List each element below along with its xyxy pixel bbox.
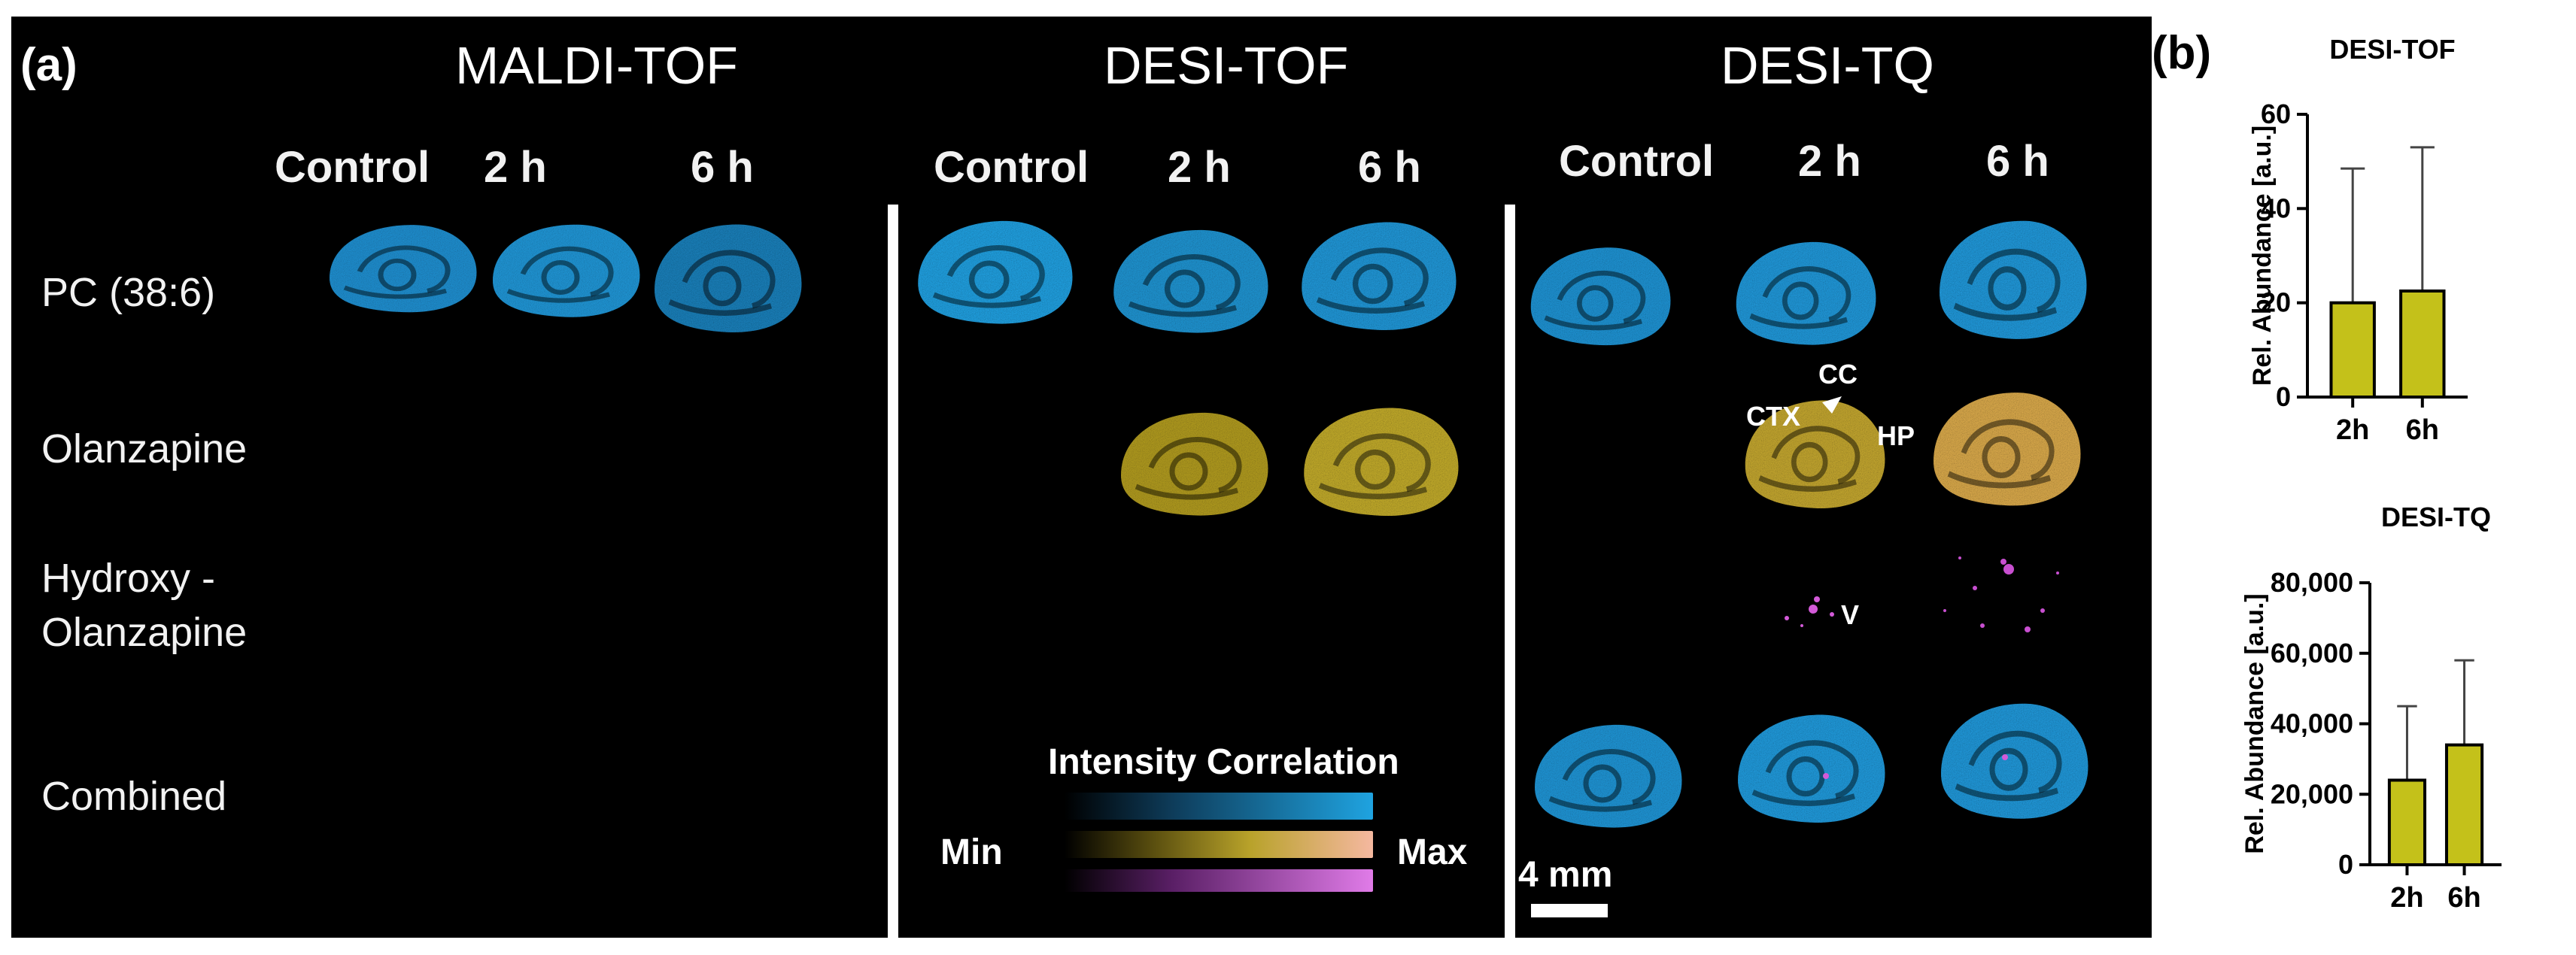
bar-1-0 bbox=[2387, 778, 2427, 866]
bar-0-1 bbox=[2399, 290, 2446, 399]
brain-desitq-2h bbox=[1736, 241, 1876, 345]
brain-desitq-olz-6h bbox=[1934, 393, 2081, 506]
row-label-pc: PC (38:6) bbox=[41, 270, 216, 315]
annotation-ctx: CTX bbox=[1746, 401, 1800, 432]
y-axis-label-1: Rel. Abundance [a.u.] bbox=[2240, 593, 2269, 853]
col-label-desitof-2h: 2 h bbox=[1168, 143, 1231, 192]
col-label-maldi-2h: 2 h bbox=[484, 143, 547, 192]
brain-desitq-control bbox=[1530, 247, 1671, 346]
row-label-olanzapine: Olanzapine bbox=[41, 426, 248, 471]
x-tick-label-1-0: 2h bbox=[2390, 882, 2423, 914]
col-label-maldi-control: Control bbox=[275, 143, 430, 192]
brain-combined-control bbox=[1535, 724, 1682, 828]
cc-arrow-icon bbox=[1822, 396, 1842, 414]
y-tick-label-1-3: 60,000 bbox=[2271, 638, 2353, 668]
y-tick-label-0-3: 60 bbox=[2261, 99, 2291, 129]
legend-title: Intensity Correlation bbox=[1048, 742, 1399, 782]
section-divider-2 bbox=[1505, 205, 1515, 938]
section-title-desi-tof: DESI-TOF bbox=[1104, 36, 1349, 95]
panel-a: (a) MALDI-TOF DESI-TOF DESI-TQ Control 2… bbox=[11, 17, 2152, 938]
brain-desitof-2h bbox=[1113, 229, 1268, 333]
section-title-desi-tq: DESI-TQ bbox=[1721, 36, 1934, 95]
bar-0-0 bbox=[2329, 301, 2376, 399]
x-tick-label-1-1: 6h bbox=[2447, 882, 2480, 914]
row-label-hydroxy-1: Hydroxy - bbox=[41, 556, 216, 601]
brain-images bbox=[330, 220, 2088, 828]
legend-bar-hydroxy bbox=[1065, 869, 1373, 892]
panel-a-label: (a) bbox=[20, 39, 77, 91]
brain-desitof-control bbox=[918, 220, 1073, 324]
x-tick-label-0-0: 2h bbox=[2336, 414, 2369, 446]
brain-desitof-olz-2h bbox=[1121, 412, 1268, 516]
y-tick-label-0-0: 0 bbox=[2276, 381, 2291, 412]
y-tick-label-1-1: 20,000 bbox=[2271, 778, 2353, 809]
y-tick-label-0-2: 40 bbox=[2261, 193, 2291, 223]
legend-bar-pc bbox=[1065, 793, 1373, 820]
brain-desitof-olz-6h bbox=[1304, 408, 1459, 516]
panel-b-label: (b) bbox=[2152, 27, 2212, 79]
annotation-cc: CC bbox=[1818, 359, 1858, 390]
row-label-hydroxy-2: Olanzapine bbox=[41, 610, 248, 655]
brain-desitq-6h bbox=[1940, 220, 2087, 339]
section-title-maldi-tof: MALDI-TOF bbox=[455, 36, 738, 95]
legend-min: Min bbox=[940, 832, 1003, 872]
col-label-desitq-6h: 6 h bbox=[1986, 137, 2049, 186]
legend-max: Max bbox=[1397, 832, 1468, 872]
brain-combined-6h bbox=[1941, 703, 2088, 819]
row-label-combined: Combined bbox=[41, 774, 227, 819]
y-tick-label-0-1: 20 bbox=[2261, 287, 2291, 318]
combined-hydroxy-dot-6h bbox=[2002, 754, 2008, 760]
scale-bar bbox=[1531, 904, 1608, 917]
combined-hydroxy-dot-2h bbox=[1823, 773, 1829, 779]
panel-b: (b) DESI-TOF Rel. Abundance [a.u.] 0 20 40 60… bbox=[2152, 0, 2576, 955]
legend-bar-olanzapine bbox=[1065, 831, 1373, 858]
col-label-maldi-6h: 6 h bbox=[691, 143, 754, 192]
chart-title-1: DESI-TQ bbox=[2381, 502, 2491, 532]
col-label-desitof-control: Control bbox=[934, 143, 1089, 192]
chart-title-0: DESI-TOF bbox=[2329, 34, 2455, 65]
x-tick-label-0-1: 6h bbox=[2406, 414, 2439, 446]
annotation-v: V bbox=[1841, 599, 1860, 630]
scale-bar-label: 4 mm bbox=[1518, 855, 1613, 895]
brain-desitof-6h bbox=[1302, 222, 1457, 330]
y-tick-label-1-4: 80,000 bbox=[2271, 567, 2353, 598]
bar-1-1 bbox=[2444, 743, 2484, 866]
brain-maldi-2h bbox=[493, 224, 640, 317]
col-label-desitq-control: Control bbox=[1559, 137, 1715, 186]
brain-maldi-6h bbox=[655, 224, 802, 332]
brain-maldi-control bbox=[330, 225, 477, 313]
hydroxy-signal-2h bbox=[1785, 596, 1834, 627]
section-divider-1 bbox=[888, 205, 898, 938]
y-tick-label-1-2: 40,000 bbox=[2271, 708, 2353, 739]
col-label-desitq-2h: 2 h bbox=[1798, 137, 1861, 186]
hydroxy-signal-6h bbox=[1943, 556, 2059, 632]
y-axis-label-0: Rel. Abundance [a.u.] bbox=[2248, 126, 2277, 386]
col-label-desitof-6h: 6 h bbox=[1358, 143, 1421, 192]
brain-combined-2h bbox=[1738, 714, 1885, 823]
y-tick-label-1-0: 0 bbox=[2338, 849, 2353, 880]
annotation-hp: HP bbox=[1877, 420, 1915, 451]
